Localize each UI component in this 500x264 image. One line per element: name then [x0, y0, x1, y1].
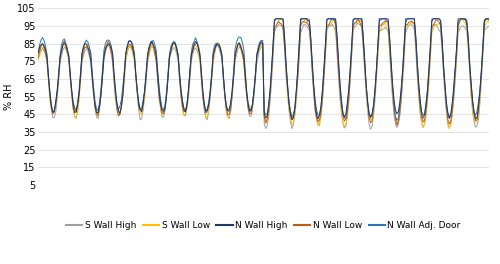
Legend: S Wall High, S Wall Low, N Wall High, N Wall Low, N Wall Adj. Door: S Wall High, S Wall Low, N Wall High, N …: [62, 217, 464, 233]
Y-axis label: % RH: % RH: [4, 83, 14, 110]
